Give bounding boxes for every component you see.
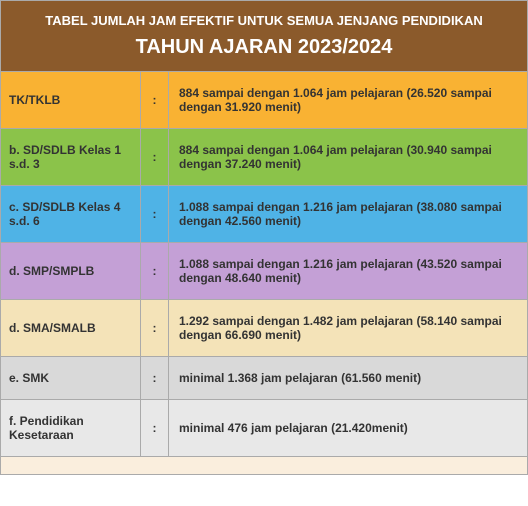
row-value: 1.292 sampai dengan 1.482 jam pelajaran … [169, 300, 527, 356]
row-value: 1.088 sampai dengan 1.216 jam pelajaran … [169, 243, 527, 299]
row-label: TK/TKLB [1, 72, 141, 128]
row-colon: : [141, 357, 169, 399]
header-title: TAHUN AJARAN 2023/2024 [13, 36, 515, 59]
table-row: f. Pendidikan Kesetaraan:minimal 476 jam… [0, 400, 528, 457]
row-label: e. SMK [1, 357, 141, 399]
row-value: 884 sampai dengan 1.064 jam pelajaran (3… [169, 129, 527, 185]
row-label: d. SMA/SMALB [1, 300, 141, 356]
header-subtitle: TABEL JUMLAH JAM EFEKTIF UNTUK SEMUA JEN… [13, 13, 515, 28]
table-row: c. SD/SDLB Kelas 4 s.d. 6:1.088 sampai d… [0, 186, 528, 243]
table-header: TABEL JUMLAH JAM EFEKTIF UNTUK SEMUA JEN… [0, 0, 528, 72]
row-label: d. SMP/SMPLB [1, 243, 141, 299]
row-colon: : [141, 243, 169, 299]
row-colon: : [141, 72, 169, 128]
table-row: b. SD/SDLB Kelas 1 s.d. 3:884 sampai den… [0, 129, 528, 186]
table-row: d. SMA/SMALB:1.292 sampai dengan 1.482 j… [0, 300, 528, 357]
row-colon: : [141, 129, 169, 185]
row-colon: : [141, 300, 169, 356]
table-row: d. SMP/SMPLB:1.088 sampai dengan 1.216 j… [0, 243, 528, 300]
row-label: b. SD/SDLB Kelas 1 s.d. 3 [1, 129, 141, 185]
row-colon: : [141, 186, 169, 242]
row-value: minimal 1.368 jam pelajaran (61.560 meni… [169, 357, 527, 399]
row-label: c. SD/SDLB Kelas 4 s.d. 6 [1, 186, 141, 242]
row-colon: : [141, 400, 169, 456]
table-row: TK/TKLB:884 sampai dengan 1.064 jam pela… [0, 72, 528, 129]
row-value: 884 sampai dengan 1.064 jam pelajaran (2… [169, 72, 527, 128]
table-row: e. SMK:minimal 1.368 jam pelajaran (61.5… [0, 357, 528, 400]
row-value: minimal 476 jam pelajaran (21.420menit) [169, 400, 527, 456]
table-footer [0, 457, 528, 475]
row-label: f. Pendidikan Kesetaraan [1, 400, 141, 456]
row-value: 1.088 sampai dengan 1.216 jam pelajaran … [169, 186, 527, 242]
table-body: TK/TKLB:884 sampai dengan 1.064 jam pela… [0, 72, 528, 457]
